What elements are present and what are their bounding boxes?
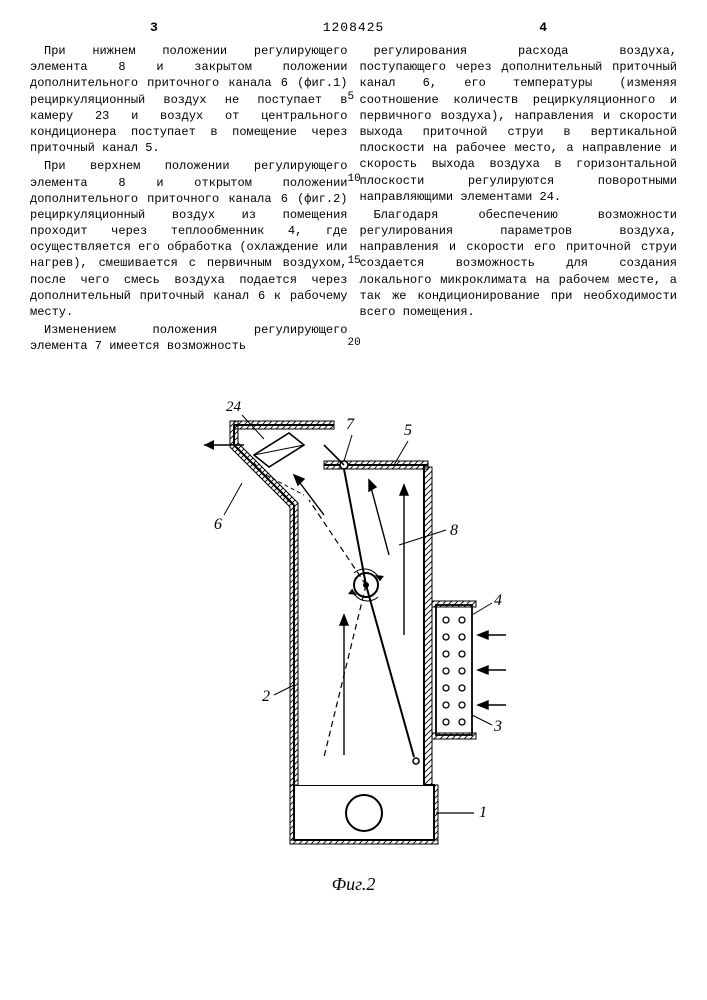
left-column: При нижнем положении регулирующего элеме… — [30, 43, 348, 357]
svg-text:1: 1 — [479, 804, 487, 821]
svg-text:3: 3 — [493, 718, 502, 735]
column-number-left: 3 — [150, 20, 158, 35]
line-marker: 20 — [348, 336, 361, 351]
svg-text:6: 6 — [214, 516, 222, 533]
figure-caption: Фиг.2 — [30, 874, 677, 895]
paragraph: регулирования расхода воздуха, поступающ… — [360, 43, 678, 205]
page-header: 3 1208425 4 — [30, 20, 677, 35]
figure-2: 1 — [30, 385, 677, 895]
column-number-right: 4 — [539, 20, 547, 35]
patent-number: 1208425 — [30, 20, 677, 35]
line-marker: 10 — [348, 172, 361, 187]
svg-text:8: 8 — [450, 522, 458, 539]
svg-text:4: 4 — [494, 592, 502, 609]
right-column: регулирования расхода воздуха, поступающ… — [360, 43, 678, 357]
page: 3 1208425 4 При нижнем положении регулир… — [0, 0, 707, 1000]
paragraph: Изменением положения регулирующего элеме… — [30, 322, 348, 354]
line-marker: 5 — [348, 90, 355, 105]
paragraph: При нижнем положении регулирующего элеме… — [30, 43, 348, 156]
svg-text:5: 5 — [404, 422, 412, 439]
paragraph: Благодаря обеспечению возможности регули… — [360, 207, 678, 320]
line-marker: 15 — [348, 254, 361, 269]
svg-text:7: 7 — [346, 416, 355, 433]
paragraph: При верхнем положении регулирующего элем… — [30, 158, 348, 320]
figure-svg: 1 — [194, 385, 514, 865]
svg-text:2: 2 — [262, 688, 270, 705]
svg-text:24: 24 — [226, 399, 242, 415]
